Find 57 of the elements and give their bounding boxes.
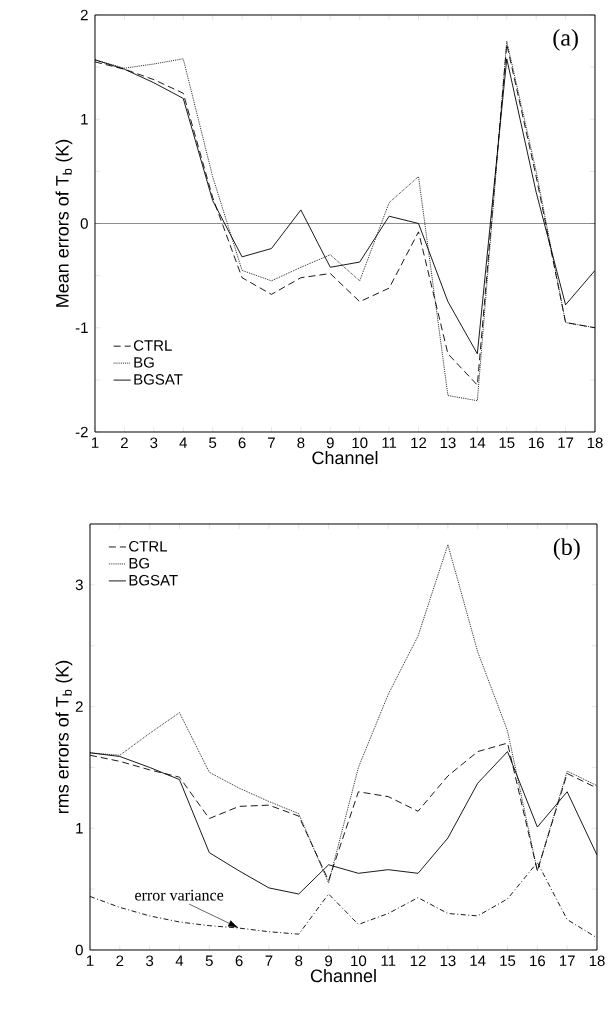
x-tick-label: 10: [351, 955, 367, 967]
legend-label: CTRL: [133, 340, 172, 351]
x-tick-label: 12: [410, 955, 426, 966]
annotation: (b): [553, 538, 580, 560]
x-tick-label: 16: [530, 955, 546, 967]
x-tick-label: 12: [411, 437, 427, 448]
x-tick-label: 11: [382, 437, 397, 448]
x-tick-label: 8: [297, 437, 305, 449]
x-tick-label: 2: [116, 955, 124, 966]
y-tick-label: 2: [80, 9, 88, 21]
x-tick-label: 17: [558, 437, 574, 448]
annotation: (a): [553, 28, 578, 51]
y-tick-label: 2: [75, 701, 83, 712]
x-tick-label: 7: [268, 437, 275, 448]
x-tick-label: 1: [91, 437, 99, 448]
x-tick-label: 13: [440, 955, 456, 967]
x-tick-label: 5: [205, 955, 213, 966]
x-tick-label: 10: [352, 437, 368, 449]
x-tick-label: 2: [120, 437, 128, 448]
y-axis-title: Mean errors of T$_{b}$ (K): [55, 139, 73, 307]
x-tick-label: 16: [528, 437, 544, 449]
annotation: error variance: [135, 889, 224, 901]
y-tick-label: 1: [76, 823, 83, 834]
x-tick-label: 8: [295, 955, 303, 967]
x-tick-label: 11: [381, 955, 396, 966]
x-tick-label: 13: [440, 437, 456, 449]
legend-label: BG: [129, 557, 149, 569]
x-tick-label: 6: [235, 955, 243, 967]
x-tick-label: 14: [470, 437, 486, 448]
y-tick-label: 0: [80, 218, 88, 229]
x-tick-label: 3: [146, 955, 154, 967]
x-tick-label: 15: [499, 437, 515, 448]
x-tick-label: 18: [589, 955, 605, 967]
x-tick-label: 4: [175, 955, 184, 966]
x-tick-label: 9: [325, 955, 333, 967]
x-tick-label: 4: [179, 437, 187, 448]
x-tick-label: 18: [587, 437, 603, 449]
y-axis-title: rms errors of T$_{b}$ (K): [55, 660, 73, 814]
x-tick-label: 5: [209, 437, 217, 448]
x-axis-title: Channel: [310, 969, 376, 983]
x-tick-label: 9: [326, 437, 334, 449]
y-tick-label: -2: [75, 426, 88, 438]
x-tick-label: 17: [559, 955, 575, 966]
legend-label: BGSAT: [129, 574, 178, 586]
legend-label: BGSAT: [134, 374, 183, 385]
x-tick-label: 15: [500, 955, 516, 966]
y-tick-label: 1: [81, 114, 88, 125]
legend-label: BG: [134, 357, 154, 368]
y-tick-label: 0: [75, 944, 83, 956]
x-axis-title: Channel: [312, 451, 378, 465]
x-tick-label: 14: [470, 955, 486, 966]
y-tick-label: -1: [75, 322, 88, 333]
legend-label: CTRL: [129, 540, 168, 552]
x-tick-label: 3: [150, 437, 158, 449]
y-tick-label: 3: [75, 579, 83, 591]
x-tick-label: 7: [265, 955, 273, 966]
x-tick-label: 6: [238, 437, 246, 449]
